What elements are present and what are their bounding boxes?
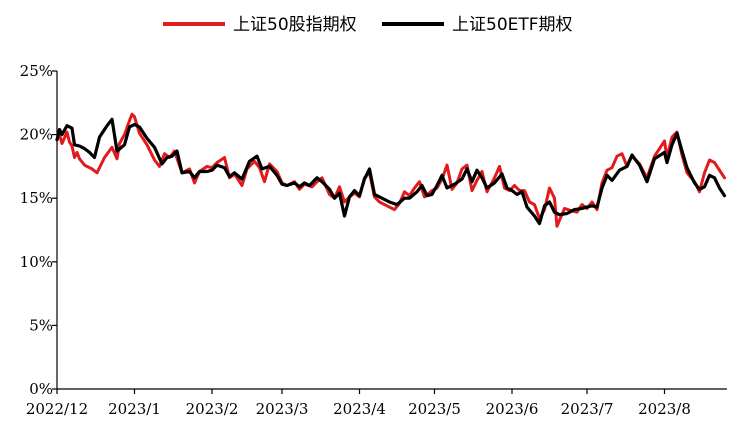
y-tick-label: 0% [29,380,53,398]
series-line-2 [55,117,727,226]
x-tick-label: 2023/4 [333,400,386,418]
y-tick-label: 10% [20,253,53,271]
x-tick-label: 2023/1 [108,400,161,418]
y-tick-label: 15% [20,189,53,207]
x-tick-label: 2022/12 [26,400,88,418]
x-tick-label: 2023/8 [638,400,691,418]
x-tick-label: 2023/3 [256,400,309,418]
series-line-1 [55,112,726,228]
plot-lines [55,112,727,228]
axes: 0% 5% 10% 15% 20% 25% 2022/12 2023/1 2023/2 2023/… [20,62,727,418]
legend-label-1: 上证50股指期权 [233,15,357,35]
x-tick-label: 2023/7 [561,400,614,418]
y-tick-label: 25% [20,62,53,80]
x-tick-label: 2023/6 [486,400,539,418]
y-tick-label: 20% [20,126,53,144]
x-tick-label: 2023/2 [186,400,239,418]
legend: 上证50股指期权 上证50ETF期权 [163,15,573,35]
legend-label-2: 上证50ETF期权 [452,15,573,35]
x-tick-label: 2023/5 [408,400,461,418]
y-tick-label: 5% [29,316,53,334]
